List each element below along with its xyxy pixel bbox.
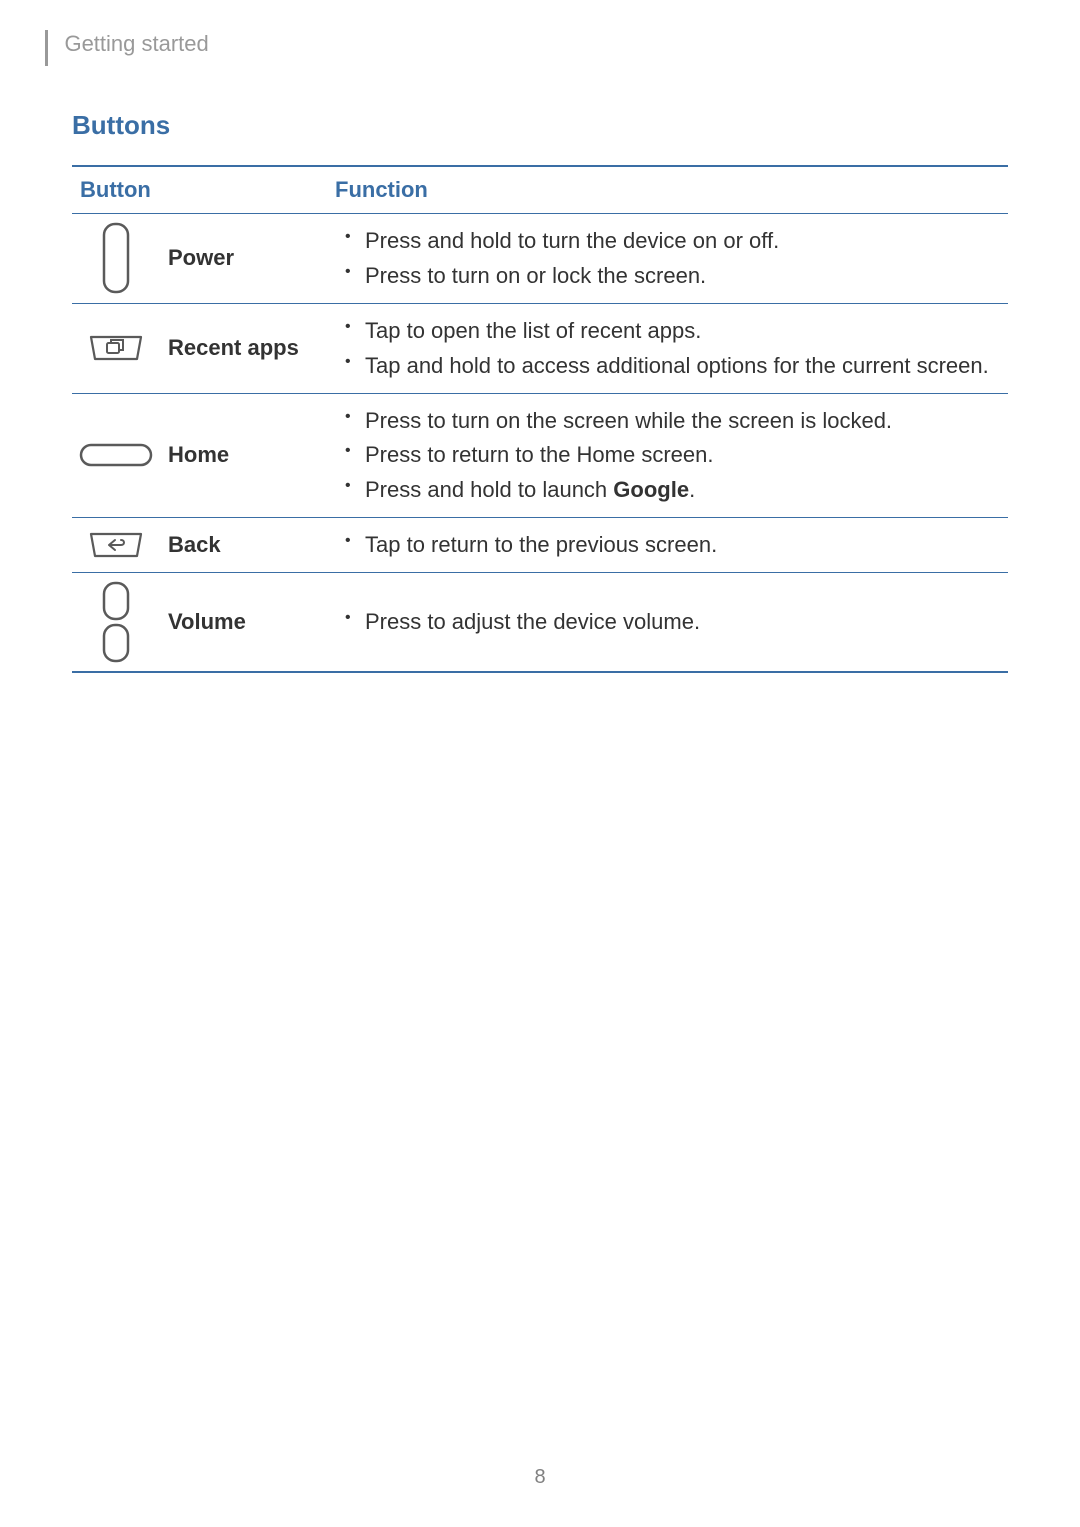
table-row: Power Press and hold to turn the device … (72, 214, 1008, 304)
section-title: Buttons (72, 110, 1008, 141)
row-functions: Press and hold to turn the device on or … (327, 214, 1008, 304)
table-row: Back Tap to return to the previous scree… (72, 518, 1008, 573)
content-area: Buttons Button Function Power Press and … (72, 110, 1008, 673)
table-row: Recent apps Tap to open the list of rece… (72, 303, 1008, 393)
power-icon-cell (72, 214, 160, 304)
row-functions: Press to turn on the screen while the sc… (327, 393, 1008, 518)
function-item: Press and hold to launch Google. (341, 474, 998, 506)
back-button-icon (87, 530, 145, 560)
row-label: Recent apps (160, 303, 327, 393)
function-item: Press to adjust the device volume. (341, 606, 998, 638)
col-header-function: Function (327, 166, 1008, 214)
function-item: Tap and hold to access additional option… (341, 350, 998, 382)
function-item: Tap to return to the previous screen. (341, 529, 998, 561)
table-row: Home Press to turn on the screen while t… (72, 393, 1008, 518)
row-functions: Press to adjust the device volume. (327, 573, 1008, 673)
volume-button-icon (102, 581, 130, 663)
row-functions: Tap to return to the previous screen. (327, 518, 1008, 573)
col-header-button: Button (72, 166, 327, 214)
row-label: Home (160, 393, 327, 518)
row-label: Volume (160, 573, 327, 673)
function-item: Tap to open the list of recent apps. (341, 315, 998, 347)
volume-icon-cell (72, 573, 160, 673)
power-button-icon (102, 222, 130, 294)
function-item: Press and hold to turn the device on or … (341, 225, 998, 257)
home-icon-cell (72, 393, 160, 518)
row-label: Back (160, 518, 327, 573)
recent-apps-button-icon (87, 333, 145, 363)
row-functions: Tap to open the list of recent apps. Tap… (327, 303, 1008, 393)
header-accent-bar (45, 30, 48, 66)
row-label: Power (160, 214, 327, 304)
header: Getting started (45, 30, 209, 66)
table-body: Power Press and hold to turn the device … (72, 214, 1008, 673)
function-item: Press to return to the Home screen. (341, 439, 998, 471)
buttons-table: Button Function Power Press and hold to … (72, 165, 1008, 673)
home-button-icon (78, 442, 154, 468)
breadcrumb: Getting started (64, 31, 208, 57)
table-header-row: Button Function (72, 166, 1008, 214)
recent-icon-cell (72, 303, 160, 393)
table-row: Volume Press to adjust the device volume… (72, 573, 1008, 673)
function-item: Press to turn on or lock the screen. (341, 260, 998, 292)
function-item: Press to turn on the screen while the sc… (341, 405, 998, 437)
back-icon-cell (72, 518, 160, 573)
page-number: 8 (0, 1466, 1080, 1489)
